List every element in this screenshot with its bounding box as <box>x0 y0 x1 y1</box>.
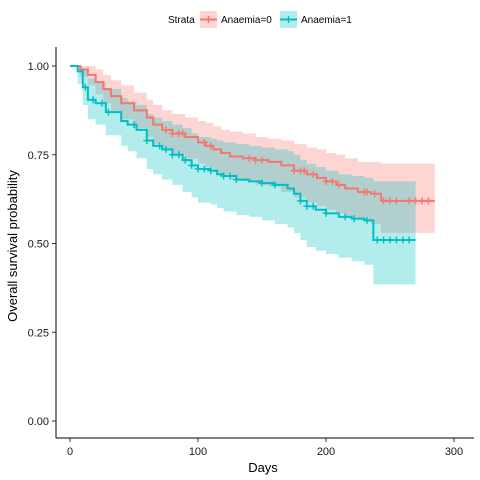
survival-curve-0 <box>70 65 435 202</box>
censor-mark <box>386 197 394 205</box>
censor-mark <box>81 83 89 91</box>
x-tick-label: 200 <box>317 446 335 458</box>
x-axis-title: Days <box>248 460 278 475</box>
x-tick-label: 0 <box>67 446 73 458</box>
censor-mark <box>207 167 215 175</box>
censor-mark <box>168 151 176 159</box>
censor-mark <box>350 215 358 223</box>
censor-mark <box>341 213 349 221</box>
censor-mark <box>143 137 151 145</box>
y-tick-label: 0.50 <box>28 239 49 251</box>
censor-mark <box>363 188 371 196</box>
censor-mark <box>418 197 426 205</box>
censor-mark <box>300 167 308 175</box>
legend-title: Strata <box>168 15 195 26</box>
censor-mark <box>371 190 379 198</box>
censor-mark <box>412 197 420 205</box>
censor-mark <box>373 236 381 244</box>
legend-label: Anaemia=0 <box>221 15 272 26</box>
censor-mark <box>309 202 317 210</box>
censor-mark <box>392 236 400 244</box>
legend-label: Anaemia=1 <box>301 15 352 26</box>
censor-mark <box>405 197 413 205</box>
censor-mark <box>200 138 208 146</box>
censor-mark <box>271 181 279 189</box>
censor-mark <box>245 154 253 162</box>
censor-mark <box>188 161 196 169</box>
censor-mark <box>296 197 304 205</box>
legend-key-censor <box>205 16 212 23</box>
censor-mark <box>220 172 228 180</box>
y-tick-label: 0.75 <box>28 150 49 162</box>
censor-mark <box>392 197 400 205</box>
censor-mark <box>179 129 187 137</box>
y-tick-label: 0.00 <box>28 416 49 428</box>
censor-mark <box>380 236 388 244</box>
censor-mark <box>386 236 394 244</box>
censor-mark <box>258 156 266 164</box>
legend-item-anaemia-0[interactable]: Anaemia=0 <box>200 11 272 28</box>
censor-mark <box>162 145 170 153</box>
censor-mark <box>89 96 97 104</box>
censor-mark <box>424 197 432 205</box>
censor-mark <box>194 165 202 173</box>
censor-mark <box>303 202 311 210</box>
censor-mark <box>207 142 215 150</box>
censor-mark <box>130 121 138 129</box>
censor-mark <box>232 176 240 184</box>
confidence-bands <box>70 66 435 285</box>
y-axis-title: Overall survival probability <box>5 170 20 322</box>
censor-mark <box>322 177 330 185</box>
y-tick-label: 0.25 <box>28 327 49 339</box>
censor-mark <box>405 236 413 244</box>
censor-mark <box>200 165 208 173</box>
censor-mark <box>226 172 234 180</box>
x-tick-label: 100 <box>189 446 207 458</box>
censor-mark <box>104 108 112 116</box>
censor-mark <box>252 156 260 164</box>
censor-mark <box>156 142 164 150</box>
legend-key-censor <box>285 16 292 23</box>
censor-mark <box>328 177 336 185</box>
censor-mark <box>258 179 266 187</box>
censor-mark <box>175 151 183 159</box>
censor-mark <box>162 126 170 134</box>
censor-mark <box>322 209 330 217</box>
censor-mark <box>309 170 317 178</box>
legend-item-anaemia-1[interactable]: Anaemia=1 <box>280 11 352 28</box>
censor-mark <box>380 197 388 205</box>
censor-mark <box>363 216 371 224</box>
censor-mark <box>181 156 189 164</box>
censor-mark <box>98 99 106 107</box>
y-tick-label: 1.00 <box>28 61 49 73</box>
censor-mark <box>399 236 407 244</box>
x-tick-label: 300 <box>445 446 463 458</box>
censor-mark <box>290 167 298 175</box>
axes: 0.00 0.25 0.50 0.75 1.00 0 100 200 300 <box>28 47 474 458</box>
confidence-band-1 <box>70 66 416 285</box>
censor-mark <box>168 129 176 137</box>
confidence-band-0 <box>70 66 435 233</box>
censor-mark <box>335 181 343 189</box>
censor-marks <box>81 83 432 244</box>
legend: Strata Anaemia=0 Anaemia=1 <box>168 11 352 28</box>
